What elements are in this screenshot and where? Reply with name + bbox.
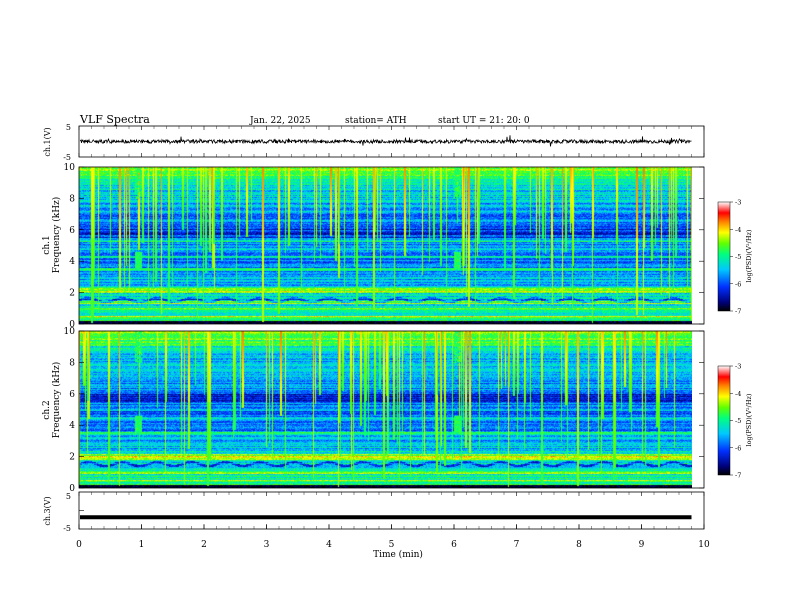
time-axis-tick-label: 0 xyxy=(76,540,82,550)
frequency-tick-label: 0 xyxy=(69,484,75,494)
ch1-spectrogram-frame xyxy=(78,166,705,325)
ch2-colorbar-gradient xyxy=(717,365,731,476)
ch3-ylabel: ch.3(V) xyxy=(43,496,52,525)
colorbar-tick-label: -4 xyxy=(735,390,741,398)
frequency-tick-label: 8 xyxy=(69,194,75,204)
time-axis-tick-label: 6 xyxy=(451,540,457,550)
ch2-spectrogram-image xyxy=(79,331,692,488)
frequency-tick-label: 0 xyxy=(69,320,75,330)
ch3-waveform-frame xyxy=(78,491,705,530)
frequency-tick-label: 6 xyxy=(69,390,75,400)
frequency-tick-label: 2 xyxy=(69,289,75,299)
figure-station: station= ATH xyxy=(345,116,407,126)
time-axis-tick-label: 7 xyxy=(514,540,520,550)
frequency-tick-label: 8 xyxy=(69,358,75,368)
ch1-waveform-trace xyxy=(79,135,692,147)
time-axis-tick-label: 5 xyxy=(389,540,395,550)
frequency-tick-label: 4 xyxy=(69,421,75,431)
colorbar-tick-label: -4 xyxy=(735,226,741,234)
frequency-tick-label: 4 xyxy=(69,257,75,267)
time-axis-tick-label: 10 xyxy=(698,540,710,550)
time-axis-tick-label: 8 xyxy=(576,540,582,550)
ch1-spectrogram-image xyxy=(79,167,692,324)
time-axis-tick-label: 4 xyxy=(326,540,332,550)
frequency-tick-label: 6 xyxy=(69,226,75,236)
colorbar-tick-label: -3 xyxy=(735,199,741,207)
time-axis-tick-label: 3 xyxy=(264,540,270,550)
ch3-ytick-neg5: -5 xyxy=(63,524,71,533)
figure-date: Jan. 22, 2025 xyxy=(249,116,311,126)
ch2-colorbar: -3 -4 -5 -6 -7 log(PSD)(V²/Hz) xyxy=(717,363,753,480)
colorbar-tick-label: -7 xyxy=(735,472,741,480)
ch1-ytick-5: 5 xyxy=(66,123,71,132)
ch2-spectrogram-frame xyxy=(78,330,705,489)
figure-start-ut: start UT = 21: 20: 0 xyxy=(438,116,530,126)
ch3-ytick-5: 5 xyxy=(66,492,71,501)
ch1-ytick-neg5: -5 xyxy=(63,153,71,162)
colorbar-tick-label: -7 xyxy=(735,308,741,316)
frequency-tick-label: 10 xyxy=(64,163,76,173)
frequency-tick-label: 2 xyxy=(69,453,75,463)
ch3-waveform-panel: 5 -5 ch.3(V) xyxy=(43,491,705,533)
time-axis-tick-label: 1 xyxy=(139,540,145,550)
ch1-colorbar-label: log(PSD)(V²/Hz) xyxy=(745,229,753,282)
time-axis-tick-label: 2 xyxy=(201,540,207,550)
colorbar-tick-label: -6 xyxy=(735,444,741,452)
ch1-waveform-panel: 5 -5 ch.1(V) xyxy=(43,123,705,162)
colorbar-tick-label: -6 xyxy=(735,280,741,288)
ch2-colorbar-label: log(PSD)(V²/Hz) xyxy=(745,393,753,446)
ch2-ylabel-channel: ch.2 xyxy=(42,400,52,419)
colorbar-tick-label: -3 xyxy=(735,363,741,371)
colorbar-tick-label: -5 xyxy=(735,417,741,425)
ch1-ylabel-channel: ch.1 xyxy=(42,235,52,254)
time-axis-label: Time (min) xyxy=(373,549,423,560)
colorbar-tick-label: -5 xyxy=(735,253,741,261)
time-axis-tick-label: 9 xyxy=(639,540,645,550)
ch1-spectrogram-panel: 0 2 4 6 8 10 ch.1 Frequency (kHz) xyxy=(42,163,705,330)
ch1-colorbar: -3 -4 -5 -6 -7 log(PSD)(V²/Hz) xyxy=(717,199,753,316)
time-axis: 0 1 2 3 4 5 6 7 8 9 10 xyxy=(76,126,710,550)
spectrogram-raster xyxy=(79,167,692,324)
frequency-tick-label: 10 xyxy=(64,327,76,337)
ch2-ylabel-freq: Frequency (kHz) xyxy=(51,362,62,439)
spectrogram-raster xyxy=(79,331,692,488)
ch1-ylabel-freq: Frequency (kHz) xyxy=(51,197,62,274)
ch2-spectrogram-panel: 0 2 4 6 8 10 ch.2 Frequency (kHz) xyxy=(42,327,705,494)
ch1-colorbar-gradient xyxy=(717,201,731,312)
figure-title: VLF Spectra xyxy=(79,113,150,126)
ch1-ylabel: ch.1(V) xyxy=(43,127,52,156)
